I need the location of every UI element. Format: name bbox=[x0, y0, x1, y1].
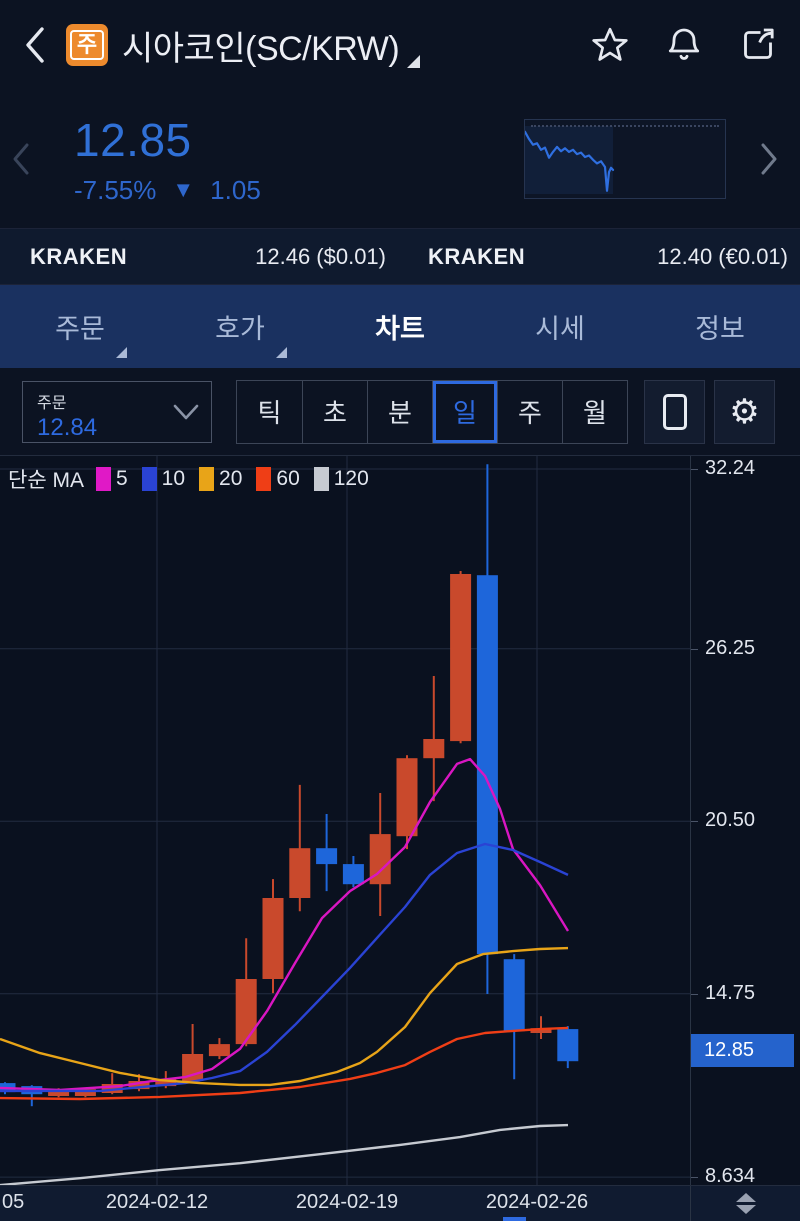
page-title: 시아코인(SC/KRW) bbox=[122, 29, 400, 68]
order-type-select[interactable]: 주문 12.84 bbox=[22, 380, 212, 443]
share-icon bbox=[744, 28, 774, 59]
tab-quotes[interactable]: 시세 bbox=[535, 314, 585, 344]
change-absolute: 1.05 bbox=[210, 174, 261, 205]
reference-exchange-row: KRAKEN 12.46 ($0.01) KRAKEN 12.40 (€0.01… bbox=[0, 228, 800, 285]
timeframe-minute-button[interactable]: 분 bbox=[367, 380, 432, 443]
app-header: 주 시아코인(SC/KRW) bbox=[0, 0, 800, 90]
y-axis-label: 32.24 bbox=[705, 457, 756, 479]
market-badge: 주 bbox=[66, 24, 108, 66]
candlestick-chart[interactable] bbox=[0, 456, 690, 1186]
star-icon bbox=[592, 27, 628, 61]
ma-legend: 단순 MA 5 10 20 60 120 bbox=[8, 464, 369, 494]
price-section: 12.85 -7.55% ▼ 1.05 bbox=[0, 90, 800, 228]
chevron-left-icon bbox=[13, 143, 29, 175]
pair-title-dropdown[interactable]: 시아코인(SC/KRW) bbox=[122, 21, 421, 70]
ma120-period: 120 bbox=[333, 467, 369, 490]
x-axis-label: 2024-02-12 bbox=[105, 1191, 209, 1213]
exchange-quote: KRAKEN 12.46 ($0.01) bbox=[0, 244, 400, 270]
scrollbar-indicator[interactable] bbox=[503, 1217, 526, 1221]
timeframe-group: 틱 초 분 일 주 월 bbox=[236, 379, 628, 444]
ma120-color-chip bbox=[313, 467, 329, 491]
current-price-tag: 12.85 bbox=[691, 1033, 794, 1067]
back-button[interactable] bbox=[22, 23, 56, 67]
ma60-color-chip bbox=[256, 467, 272, 491]
tab-order[interactable]: 주문 bbox=[0, 285, 160, 368]
ma10-color-chip bbox=[141, 467, 157, 491]
timeframe-tick-button[interactable]: 틱 bbox=[257, 398, 282, 428]
change-percent: -7.55% bbox=[74, 174, 157, 205]
triangle-down-icon bbox=[736, 1205, 756, 1214]
exchange-name: KRAKEN bbox=[428, 243, 526, 269]
price-change: -7.55% ▼ 1.05 bbox=[74, 175, 261, 206]
main-tab-bar: 주문 호가 차트 시세 정보 bbox=[0, 285, 800, 368]
timeframe-day-button[interactable]: 일 bbox=[432, 380, 497, 443]
axis-divider bbox=[690, 1186, 691, 1221]
timeframe-month-button[interactable]: 월 bbox=[562, 380, 627, 443]
candlestick-chart-area: 단순 MA 5 10 20 60 120 12.85 32.24 26.25 20.… bbox=[0, 455, 800, 1188]
ma60-period: 60 bbox=[276, 467, 300, 490]
tab-orderbook[interactable]: 호가 bbox=[160, 285, 320, 368]
tab-dropdown-caret-icon bbox=[275, 347, 287, 358]
market-badge-label: 주 bbox=[69, 29, 105, 61]
tab-info[interactable]: 정보 bbox=[695, 314, 745, 344]
y-axis-label: 20.50 bbox=[705, 809, 756, 832]
ma20-period: 20 bbox=[219, 467, 243, 490]
y-axis-tick bbox=[691, 1177, 698, 1179]
y-axis-label: 26.25 bbox=[705, 636, 756, 659]
bell-icon bbox=[668, 28, 700, 60]
current-price: 12.85 bbox=[74, 113, 192, 166]
next-pair-button[interactable] bbox=[754, 129, 784, 189]
triangle-up-icon bbox=[736, 1193, 756, 1202]
gear-icon: ⚙ bbox=[729, 392, 760, 431]
y-axis-tick bbox=[691, 648, 698, 650]
chart-controls-row: 주문 12.84 틱 초 분 일 주 월 ⚙ bbox=[0, 368, 800, 455]
fullscreen-button[interactable] bbox=[644, 379, 705, 444]
y-axis-tick bbox=[691, 469, 698, 470]
ma-legend-label: 단순 MA bbox=[8, 469, 84, 492]
ma5-period: 5 bbox=[115, 467, 128, 490]
y-axis-label: 8.634 bbox=[705, 1165, 756, 1188]
sparkline-preview bbox=[524, 119, 726, 199]
sparkline-dotted-line bbox=[531, 125, 719, 127]
ma5-color-chip bbox=[95, 467, 111, 491]
prev-pair-button[interactable] bbox=[6, 129, 36, 189]
dropdown-caret-icon bbox=[407, 54, 421, 68]
price-block: 12.85 -7.55% ▼ 1.05 bbox=[74, 113, 261, 206]
y-axis-label: 14.75 bbox=[705, 981, 756, 1004]
down-arrow-icon: ▼ bbox=[172, 177, 195, 202]
chevron-left-icon bbox=[26, 27, 44, 63]
order-select-label: 주문 bbox=[37, 394, 67, 412]
tab-chart[interactable]: 차트 bbox=[375, 314, 425, 344]
rectangle-icon bbox=[662, 393, 687, 430]
tab-dropdown-caret-icon bbox=[115, 347, 127, 358]
axis-resize-handle[interactable] bbox=[736, 1193, 756, 1214]
ma10-period: 10 bbox=[161, 467, 186, 490]
x-axis-label: 05 bbox=[2, 1191, 25, 1213]
chart-settings-button[interactable]: ⚙ bbox=[714, 379, 775, 444]
sparkline-chart bbox=[525, 126, 615, 194]
alerts-button[interactable] bbox=[664, 25, 704, 65]
y-axis-tick bbox=[691, 993, 698, 995]
timeframe-week-button[interactable]: 주 bbox=[497, 380, 562, 443]
timeframe-second-button[interactable]: 초 bbox=[302, 380, 367, 443]
ma20-color-chip bbox=[199, 467, 215, 491]
exchange-name: KRAKEN bbox=[30, 243, 128, 269]
y-axis-panel: 12.85 32.24 26.25 20.50 14.75 8.634 bbox=[690, 456, 800, 1188]
x-axis-label: 2024-02-26 bbox=[485, 1191, 589, 1213]
x-axis-label: 2024-02-19 bbox=[295, 1191, 399, 1213]
exchange-quote: KRAKEN 12.40 (€0.01) bbox=[400, 244, 800, 270]
chevron-right-icon bbox=[761, 143, 777, 175]
favorite-button[interactable] bbox=[590, 25, 630, 65]
x-axis-bar: 05 2024-02-12 2024-02-19 2024-02-26 bbox=[0, 1185, 800, 1221]
share-button[interactable] bbox=[738, 25, 778, 65]
y-axis-tick bbox=[691, 821, 698, 823]
exchange-price: 12.40 (€0.01) bbox=[657, 243, 788, 269]
order-select-value: 12.84 bbox=[37, 413, 98, 441]
chevron-down-icon bbox=[173, 404, 199, 419]
exchange-price: 12.46 ($0.01) bbox=[255, 243, 386, 269]
